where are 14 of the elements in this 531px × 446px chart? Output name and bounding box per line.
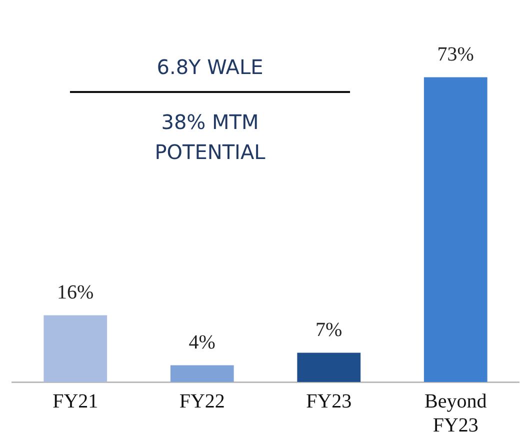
data-label: 4%: [188, 332, 216, 354]
annotation: 38% MTM POTENTIAL: [154, 109, 266, 166]
x-tick-label: FY21: [52, 390, 98, 412]
bar: [297, 352, 361, 382]
data-label: 16%: [57, 281, 94, 304]
x-tick-label: FY22: [179, 390, 225, 412]
bar: [44, 315, 108, 382]
data-label: 73%: [437, 43, 474, 66]
bar: [170, 365, 234, 382]
x-tick-label: Beyond FY23: [424, 390, 487, 436]
x-tick-label: FY23: [306, 390, 352, 412]
annotation: 6.8Y WALE: [156, 55, 264, 79]
data-label: 7%: [316, 319, 342, 342]
bar: [424, 77, 488, 382]
